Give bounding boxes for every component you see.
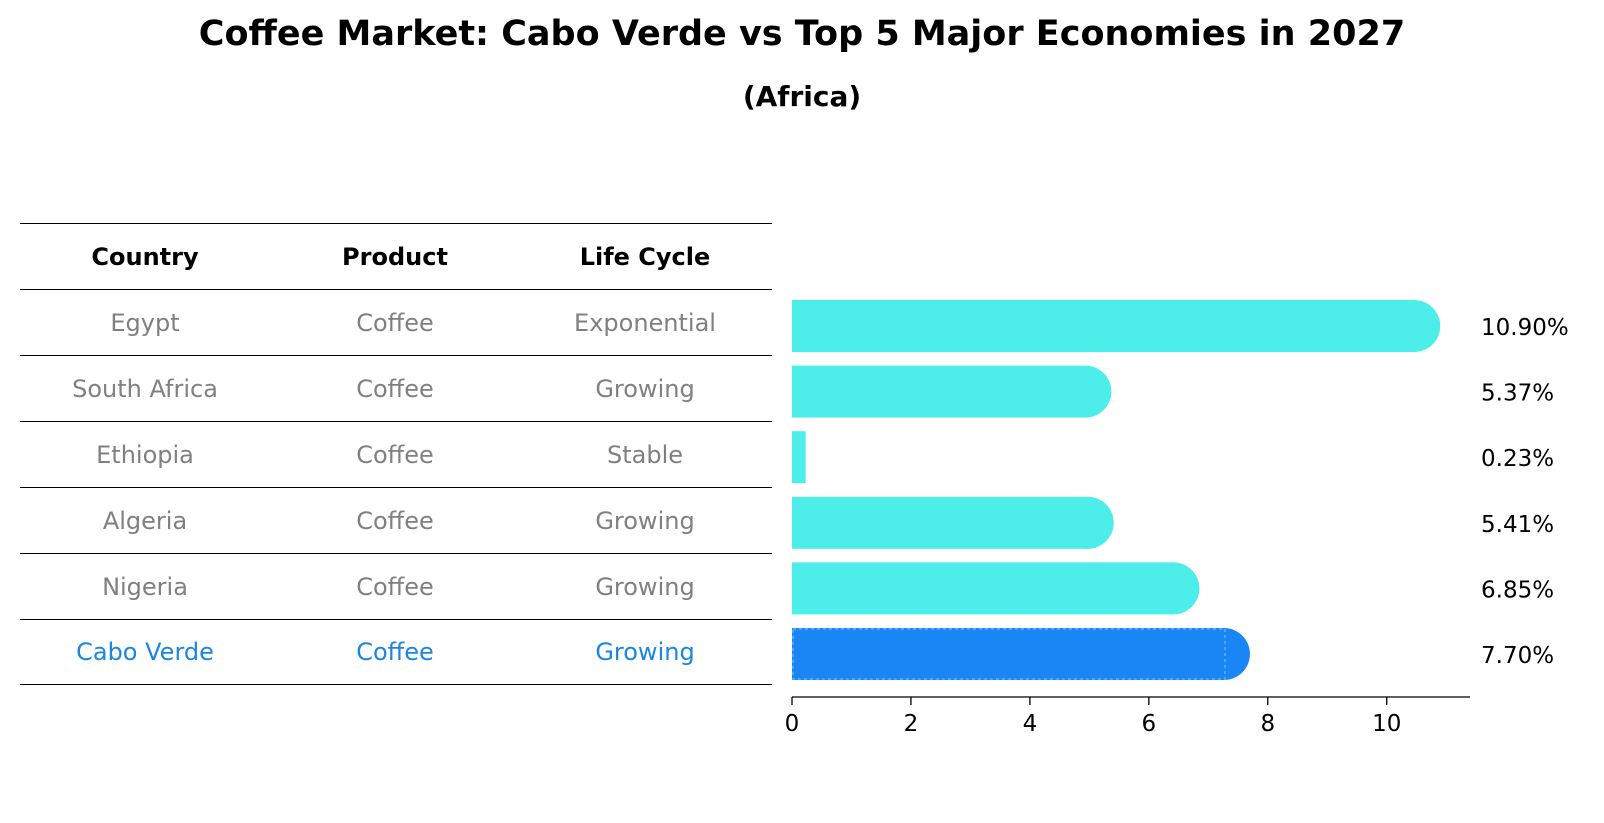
header-life-cycle: Life Cycle — [579, 242, 711, 271]
bar-algeria — [792, 496, 1088, 549]
table-row-highlight: Cabo Verde Coffee Growing — [20, 619, 772, 685]
value-label: 10.90% — [1481, 315, 1569, 341]
cell-product: Coffee — [356, 638, 434, 666]
cell-country: Algeria — [102, 506, 188, 535]
x-tick-label: 4 — [1023, 711, 1038, 737]
data-table: Country Product Life Cycle Egypt Coffee … — [20, 223, 772, 685]
bar-south-africa — [792, 365, 1086, 418]
bar-nigeria — [792, 562, 1174, 615]
chart-subtitle: (Africa) — [742, 80, 862, 113]
bar-cap — [1061, 496, 1114, 549]
table-header-row: Country Product Life Cycle — [20, 223, 772, 289]
cell-product: Coffee — [356, 506, 434, 535]
x-tick-label: 10 — [1372, 711, 1401, 737]
cell-country: Ethiopia — [96, 440, 194, 469]
bar-cap — [792, 431, 806, 484]
cell-life-cycle: Stable — [606, 440, 684, 469]
header-product: Product — [342, 242, 448, 271]
bar-cabo-verde — [792, 628, 1224, 680]
cell-country: Egypt — [110, 308, 180, 337]
bar-highlight-outline — [792, 628, 1226, 680]
x-tick-label: 2 — [904, 711, 919, 737]
table-row: Algeria Coffee Growing — [20, 487, 772, 553]
header-country: Country — [91, 242, 199, 271]
cell-country: South Africa — [72, 374, 218, 403]
x-tick-label: 0 — [785, 711, 800, 737]
table-row: Nigeria Coffee Growing — [20, 553, 772, 619]
cell-product: Coffee — [356, 374, 434, 403]
bar-egypt — [792, 300, 1415, 352]
table-row: Ethiopia Coffee Stable — [20, 421, 772, 487]
cell-life-cycle: Growing — [595, 374, 695, 403]
value-label: 7.70% — [1481, 643, 1554, 669]
cell-product: Coffee — [356, 308, 434, 337]
table-row: Egypt Coffee Exponential — [20, 289, 772, 355]
cell-life-cycle: Exponential — [574, 308, 716, 337]
cell-country: Cabo Verde — [76, 638, 214, 666]
bar-cap — [1388, 300, 1441, 352]
table-row: South Africa Coffee Growing — [20, 355, 772, 421]
value-label: 0.23% — [1481, 446, 1554, 472]
x-tick-label: 8 — [1260, 711, 1275, 737]
x-tick-label: 6 — [1142, 711, 1157, 737]
cell-life-cycle: Growing — [595, 638, 695, 666]
cell-product: Coffee — [356, 440, 434, 469]
value-label: 6.85% — [1481, 577, 1554, 603]
cell-life-cycle: Growing — [595, 572, 695, 601]
cell-life-cycle: Growing — [595, 506, 695, 535]
bar-cap — [1147, 562, 1200, 615]
chart-title: Coffee Market: Cabo Verde vs Top 5 Major… — [198, 14, 1406, 54]
bar-cap — [1059, 365, 1112, 418]
cell-country: Nigeria — [102, 572, 188, 601]
value-label: 5.37% — [1481, 381, 1554, 407]
cell-product: Coffee — [356, 572, 434, 601]
value-label: 5.41% — [1481, 512, 1554, 538]
